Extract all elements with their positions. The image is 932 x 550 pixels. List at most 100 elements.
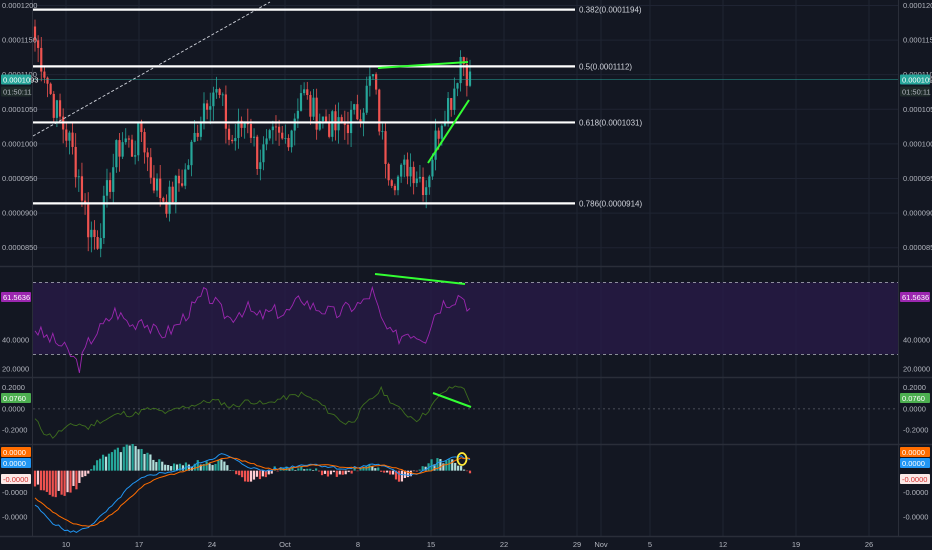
macd-hist-bar-62 [217, 459, 220, 471]
macd-hist-bar-106 [347, 470, 350, 473]
candle-body-112 [384, 131, 387, 164]
candle-body-28 [121, 142, 124, 157]
macd-hist-bar-2 [39, 470, 43, 491]
right-tick-rsi-1: 40.0000 [903, 336, 930, 345]
macd-hist-bar-121 [391, 470, 395, 475]
candle-body-110 [378, 89, 381, 132]
rsi-band [33, 282, 898, 355]
pane-dividers [0, 0, 932, 538]
candle-body-74 [265, 138, 268, 145]
macd-hist-bar-131 [421, 466, 424, 471]
candle-body-122 [415, 178, 418, 184]
macd-hist-bar-76 [258, 470, 261, 480]
candle-body-10 [65, 129, 68, 141]
price-tag-left-text: 0.0001093 [3, 76, 38, 85]
right-tick-price-6: 0.0000900 [903, 209, 932, 218]
macd-hist-bar-87 [291, 467, 294, 471]
x-tick-9: Nov [594, 540, 608, 549]
candle-body-38 [152, 177, 156, 191]
candle-body-44 [171, 186, 174, 203]
candle-body-134 [453, 88, 456, 110]
candle-body-114 [390, 180, 393, 186]
macd-hist-bar-11 [66, 470, 69, 493]
macd-hist-bar-114 [371, 465, 374, 471]
macd-hist-bar-21 [96, 460, 99, 471]
macd-hist-bar-70 [241, 470, 244, 478]
macd-hist-bar-95 [315, 468, 318, 471]
macd-hist-bar-41 [155, 462, 158, 471]
candle-body-19 [93, 229, 96, 237]
macd-hist-bar-98 [323, 470, 327, 474]
macd-hist-bar-118 [383, 470, 386, 473]
macd-hist-bar-139 [445, 460, 448, 471]
candle-body-21 [99, 238, 102, 249]
price-tag-left-box [1, 74, 31, 85]
macd-hist-bar-91 [303, 469, 306, 471]
candle-body-107 [368, 76, 371, 86]
x-tick-12: 26 [865, 540, 873, 549]
candle-body-37 [149, 157, 152, 178]
rsi-pane[interactable] [33, 273, 898, 373]
x-tick-11: 19 [792, 540, 800, 549]
macd-hist-bar-111 [362, 467, 365, 471]
candle-body-22 [102, 195, 105, 239]
oscillator-line [34, 385, 471, 439]
macd-hist-bar-83 [279, 468, 282, 471]
right-tick-price-0: 0.0001200 [903, 1, 932, 10]
macd-hist-bar-13 [72, 470, 75, 486]
macd-hist-bar-71 [244, 470, 247, 482]
macd-tag-2-left-box [1, 458, 31, 468]
macd-hist-bar-88 [294, 469, 297, 471]
right-tick-macd-2: -0.0000 [903, 513, 928, 522]
countdown-tag-right-box [900, 86, 930, 97]
countdown-tag-left-box [1, 86, 31, 97]
annotation-circle [456, 452, 468, 466]
macd-hist-bar-4 [45, 470, 48, 492]
candle-body-69 [249, 123, 253, 138]
macd-hist-bar-75 [255, 470, 259, 477]
macd-hist-bar-129 [415, 470, 418, 472]
rsi-tag-right-text: 61.5636 [902, 293, 929, 302]
macd-hist-bar-140 [448, 459, 451, 471]
macd-hist-bar-12 [69, 470, 72, 493]
macd-hist-bar-37 [143, 453, 146, 471]
x-tick-8: 5 [648, 540, 652, 549]
fib-label-2: 0.618(0.0001031) [579, 118, 643, 127]
macd-hist-bar-66 [229, 470, 232, 471]
oscillator-pane[interactable] [33, 385, 898, 439]
macd-hist-bar-33 [131, 443, 134, 471]
price-pane[interactable]: 0.382(0.0001194) 0.5(0.0001112) 0.618(0.00… [32, 1, 898, 258]
macd-hist-bar-19 [90, 469, 93, 471]
dashed-trendline [32, 1, 271, 137]
candle-body-118 [403, 159, 406, 165]
macd-hist-bar-26 [110, 452, 114, 471]
macd-hist-bar-97 [320, 470, 324, 476]
macd-hist-bar-90 [300, 466, 303, 471]
right-tick-rsi-2: 20.0000 [903, 364, 930, 373]
macd-hist-bar-64 [223, 461, 226, 471]
candle-body-135 [456, 83, 459, 89]
macd-hist-bar-94 [312, 469, 315, 471]
macd-hist-bar-128 [412, 470, 415, 472]
macd-hist-bar-80 [270, 470, 273, 474]
osc-tag-left-box [1, 393, 31, 403]
left-tick-price-7: 0.0000850 [2, 243, 37, 252]
macd-hist-bar-46 [170, 466, 173, 471]
right-tick-osc-0: 0.2000 [903, 383, 926, 392]
macd-hist-bar-69 [238, 470, 241, 476]
macd-line [34, 453, 471, 533]
osc-tag-left-text: 0.0760 [3, 394, 26, 403]
right-tick-price-3: 0.0001050 [903, 105, 932, 114]
x-tick-7: 29 [573, 540, 581, 549]
macd-hist-bar-86 [288, 469, 291, 471]
left-tick-price-1: 0.0001150 [2, 36, 37, 45]
macd-hist-bar-92 [306, 468, 309, 471]
macd-hist-bar-17 [84, 470, 87, 477]
macd-pane[interactable] [33, 443, 472, 533]
candle-body-13 [74, 146, 77, 178]
macd-hist-bar-135 [433, 464, 436, 471]
macd-hist-bar-77 [261, 470, 264, 477]
candle-body-87 [306, 89, 309, 96]
candle-body-133 [450, 98, 453, 110]
